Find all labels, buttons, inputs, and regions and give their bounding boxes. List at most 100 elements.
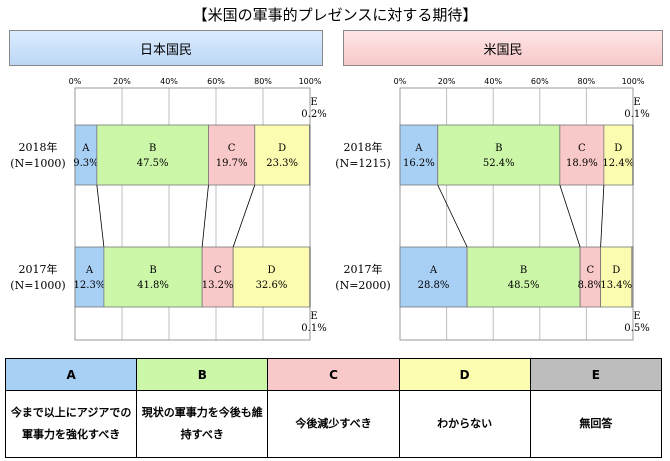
category-year-japan: 2017年	[19, 262, 58, 276]
segment-name-e-japan: E	[310, 311, 317, 322]
bar-segment-e-us	[631, 246, 634, 308]
stacked-bar-charts: 0% 20% 40% 60% 80% 100% 2018年 (N=1000) A 9.3% B 47.…	[10, 77, 650, 341]
category-n-us: (N=2000)	[335, 279, 390, 292]
x-tick-label-japan: 60%	[207, 77, 225, 86]
connector-line-japan	[201, 184, 209, 248]
legend-key-d: D	[398, 358, 531, 391]
segment-name-b-us: B	[495, 143, 502, 154]
bar-segment-c-japan	[208, 124, 256, 186]
segment-name-a-us: A	[414, 143, 423, 154]
connector-line-us	[600, 184, 605, 248]
data-label-d-japan: 23.3%	[266, 158, 298, 169]
legend-key-b: B	[136, 358, 269, 391]
data-label-c-japan: 19.7%	[216, 158, 248, 169]
category-year-us: 2017年	[344, 262, 383, 276]
data-label-b-us: 48.5%	[508, 280, 540, 291]
bar-segment-d-us	[603, 124, 634, 186]
data-label-b-japan: 47.5%	[137, 158, 169, 169]
bar-segment-b-us	[466, 246, 581, 308]
panel-header-us: 米国民	[343, 30, 663, 66]
bar-segment-c-japan	[201, 246, 234, 308]
segment-name-a-us: A	[429, 265, 438, 276]
plot-frame-japan	[74, 87, 311, 341]
legend-desc-c: 今後減少すべき	[267, 390, 400, 458]
x-tick-label-japan: 40%	[160, 77, 178, 86]
bar-segment-d-us	[600, 246, 633, 308]
data-label-e-japan: 0.1%	[301, 323, 326, 334]
x-tick-label-japan: 20%	[113, 77, 131, 86]
x-tick-label-us: 20%	[438, 77, 456, 86]
bar-segment-a-japan	[74, 246, 105, 308]
x-tick-label-japan: 80%	[254, 77, 272, 86]
data-label-b-us: 52.4%	[483, 158, 515, 169]
x-tick-label-us: 0%	[394, 77, 407, 86]
data-label-d-us: 12.4%	[602, 158, 634, 169]
legend-desc-b: 現状の軍事力を今後も維持すべき	[136, 390, 269, 458]
bar-segment-a-us	[399, 246, 468, 308]
data-label-e-us: 0.5%	[624, 323, 649, 334]
x-tick-label-japan: 100%	[299, 77, 322, 86]
bar-segment-a-japan	[74, 124, 98, 186]
data-label-d-us: 13.4%	[600, 280, 632, 291]
data-label-c-us: 18.9%	[566, 158, 598, 169]
bar-segment-e-japan	[309, 124, 311, 186]
data-label-c-japan: 13.2%	[202, 280, 234, 291]
connector-line-japan	[96, 184, 105, 248]
page-title: 【米国の軍事的プレゼンスに対する期待】	[192, 6, 478, 24]
segment-name-b-us: B	[520, 265, 527, 276]
segment-name-e-us: E	[633, 311, 640, 322]
connector-line-us	[559, 184, 581, 248]
category-year-japan: 2018年	[19, 140, 58, 154]
data-label-d-japan: 32.6%	[256, 280, 288, 291]
segment-name-c-us: C	[587, 265, 595, 276]
data-label-e-japan: 0.2%	[301, 109, 326, 120]
legend-desc-e: 無回答	[529, 390, 663, 458]
legend-desc-d: わからない	[398, 390, 531, 458]
bar-segment-e-us	[632, 124, 634, 186]
bar-segment-b-japan	[96, 124, 209, 186]
data-label-e-us: 0.1%	[624, 109, 649, 120]
panel-header-japan: 日本国民	[9, 30, 323, 66]
segment-name-c-us: C	[578, 143, 586, 154]
segment-name-d-us: D	[612, 265, 620, 276]
data-label-a-japan: 12.3%	[74, 280, 106, 291]
bar-segment-d-japan	[254, 124, 310, 186]
x-tick-label-us: 100%	[622, 77, 645, 86]
segment-name-b-japan: B	[149, 143, 156, 154]
bar-segment-c-us	[559, 124, 605, 186]
bar-segment-d-japan	[232, 246, 311, 308]
legend-desc-a: 今まで以上にアジアでの軍事力を強化すべき	[4, 390, 138, 458]
legend-key-e: E	[529, 358, 663, 391]
segment-name-d-japan: D	[267, 265, 275, 276]
segment-name-c-japan: C	[214, 265, 222, 276]
data-label-a-us: 16.2%	[403, 158, 435, 169]
bar-segment-c-us	[579, 246, 602, 308]
connector-line-us	[437, 184, 468, 248]
data-label-a-japan: 9.3%	[73, 158, 98, 169]
data-label-c-us: 8.8%	[578, 280, 603, 291]
legend-key-a: A	[4, 358, 138, 391]
category-n-us: (N=1215)	[335, 157, 390, 170]
plot-frame-us	[399, 87, 634, 341]
legend-table: A B C D E 今まで以上にアジアでの軍事力を強化すべき 現状の軍事力を今後…	[4, 358, 663, 458]
segment-name-e-japan: E	[310, 97, 317, 108]
bar-segment-e-japan	[309, 246, 311, 308]
connector-line-japan	[232, 184, 256, 248]
category-year-us: 2018年	[344, 140, 383, 154]
legend-key-c: C	[267, 358, 400, 391]
x-tick-label-us: 60%	[531, 77, 549, 86]
segment-name-b-japan: B	[149, 265, 156, 276]
category-n-japan: (N=1000)	[10, 279, 65, 292]
segment-name-c-japan: C	[228, 143, 236, 154]
segment-name-a-japan: A	[85, 265, 94, 276]
x-tick-label-us: 80%	[578, 77, 596, 86]
segment-name-e-us: E	[633, 97, 640, 108]
segment-name-d-us: D	[614, 143, 622, 154]
segment-name-d-japan: D	[278, 143, 286, 154]
x-tick-label-japan: 0%	[69, 77, 82, 86]
x-tick-label-us: 40%	[484, 77, 502, 86]
segment-name-a-japan: A	[81, 143, 90, 154]
data-label-b-japan: 41.8%	[137, 280, 169, 291]
category-n-japan: (N=1000)	[10, 157, 65, 170]
bar-segment-a-us	[399, 124, 439, 186]
